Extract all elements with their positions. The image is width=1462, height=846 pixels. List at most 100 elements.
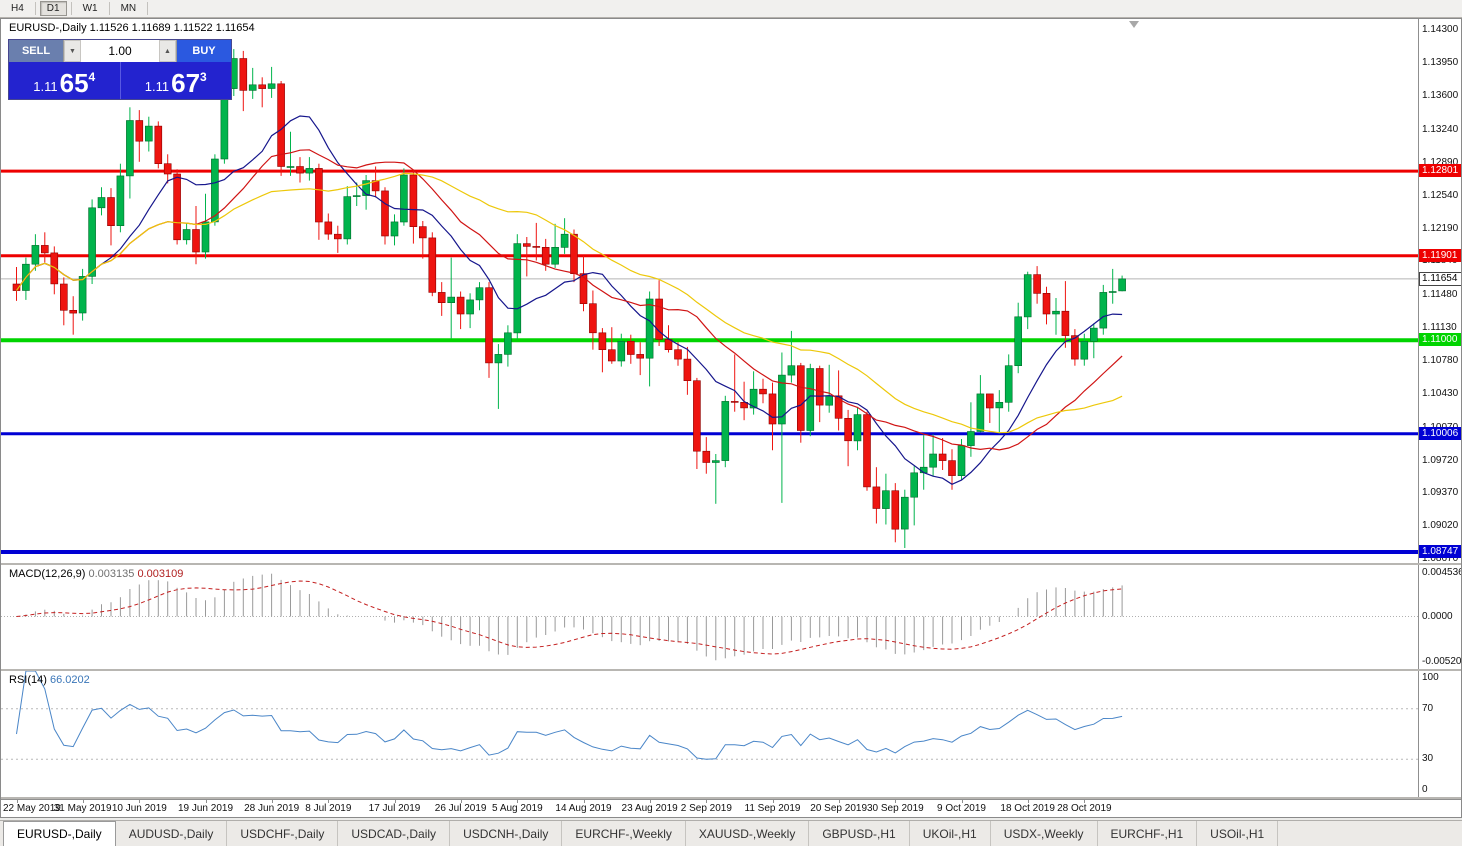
sell-price-big: 65	[59, 68, 89, 98]
toolbar-separator	[108, 2, 110, 15]
toolbar-separator	[147, 2, 149, 15]
price-axis-tick: 1.08670	[1422, 553, 1459, 563]
price-axis-tick: 1.13600	[1422, 90, 1459, 102]
one-click-trade-panel: SELL ▼ 1.00 ▲ BUY 1.11 65 4 1.11 67 3	[8, 39, 232, 100]
macd-axis-tick: -0.005205	[1422, 656, 1461, 667]
candlestick-series	[12, 49, 1126, 548]
time-axis-tick	[895, 800, 897, 803]
level-price-label: 1.11000	[1419, 333, 1461, 347]
date-axis-label: 31 May 2019	[53, 803, 112, 814]
rsi-axis-tick: 100	[1422, 672, 1439, 683]
price-axis-tick: 1.09720	[1422, 454, 1459, 466]
toolbar-separator	[34, 2, 36, 15]
chart-tab-eurusd-daily[interactable]: EURUSD-,Daily	[3, 821, 116, 846]
buy-price-base: 1.11	[144, 79, 170, 94]
rsi-axis-tick: 0	[1422, 784, 1428, 795]
price-axis[interactable]: 1.14300 1.13950 1.13600 1.13240 1.12890 1.125…	[1418, 19, 1461, 563]
chart-tab-usdcad-daily[interactable]: USDCAD-,Daily	[338, 821, 451, 846]
rsi-name: RSI(14)	[9, 674, 47, 686]
price-axis-tick: 1.09020	[1422, 520, 1459, 532]
date-axis-label: 19 Jun 2019	[177, 803, 234, 814]
macd-label: MACD(12,26,9) 0.003135 0.003109	[9, 568, 183, 580]
time-axis-tick	[1027, 800, 1029, 803]
date-axis-label: 11 Sep 2019	[744, 803, 801, 814]
price-axis-tick: 1.13240	[1422, 123, 1459, 135]
price-chart-pane[interactable]: EURUSD-,Daily 1.11526 1.11689 1.11522 1.…	[1, 19, 1418, 563]
chart-shift-marker-icon	[1129, 21, 1139, 28]
price-axis-tick: 1.14300	[1422, 24, 1459, 36]
timeframe-button-d1[interactable]: D1	[39, 1, 67, 16]
buy-button[interactable]: BUY	[177, 40, 231, 62]
date-axis-label: 14 Aug 2019	[555, 803, 612, 814]
time-axis-tick	[517, 800, 519, 803]
timeframe-button-group: H4 D1 W1 MN	[3, 1, 151, 16]
chart-tab-eurchf-h1[interactable]: EURCHF-,H1	[1098, 821, 1198, 846]
time-axis-tick	[460, 800, 462, 803]
volume-decrement-button[interactable]: ▼	[64, 40, 81, 62]
chart-tab-ukoil-h1[interactable]: UKOil-,H1	[910, 821, 991, 846]
date-axis-label: 23 Aug 2019	[621, 803, 678, 814]
pane-separator[interactable]	[1, 669, 1461, 671]
buy-price-display[interactable]: 1.11 67 3	[121, 62, 232, 99]
macd-canvas	[1, 573, 1418, 661]
sell-price-display[interactable]: 1.11 65 4	[9, 62, 121, 99]
timeframe-button-w1[interactable]: W1	[75, 1, 105, 16]
date-axis-label: 5 Aug 2019	[492, 803, 543, 814]
moving-average-line-ma-slow	[16, 172, 1123, 434]
date-axis-label: 10 Jun 2019	[111, 803, 167, 814]
time-axis-tick	[961, 800, 963, 803]
chart-tab-audusd-daily[interactable]: AUDUSD-,Daily	[116, 821, 228, 846]
time-axis-tick	[838, 800, 840, 803]
date-axis-label: 30 Sep 2019	[866, 803, 924, 814]
time-axis-tick	[706, 800, 708, 803]
chart-tab-gbpusd-h1[interactable]: GBPUSD-,H1	[809, 821, 910, 846]
chart-tab-xauusd-weekly[interactable]: XAUUSD-,Weekly	[686, 821, 810, 846]
macd-axis-tick: 0.004536	[1422, 567, 1461, 578]
macd-axis: 0.004536 0.0000 -0.005205	[1418, 565, 1461, 669]
time-axis-tick	[649, 800, 651, 803]
date-axis-label: 2 Sep 2019	[680, 803, 732, 814]
time-axis-tick	[328, 800, 330, 803]
date-axis-label: 20 Sep 2019	[810, 803, 867, 814]
rsi-axis-tick: 30	[1422, 753, 1434, 765]
timeframe-button-mn[interactable]: MN	[113, 1, 144, 16]
pane-separator[interactable]	[1, 797, 1461, 799]
rsi-pane[interactable]: RSI(14) 66.0202	[1, 671, 1418, 797]
timeframe-button-h4[interactable]: H4	[4, 1, 31, 16]
toolbar-separator	[70, 2, 72, 15]
time-axis-tick	[394, 800, 396, 803]
date-axis-label: 22 May 2019	[3, 803, 61, 814]
time-axis-tick	[82, 800, 84, 803]
macd-histogram	[25, 573, 1123, 661]
time-axis-tick	[271, 800, 273, 803]
timeframe-toolbar: H4 D1 W1 MN	[0, 0, 1462, 18]
volume-input[interactable]: 1.00	[108, 44, 132, 58]
chart-title: EURUSD-,Daily 1.11526 1.11689 1.11522 1.…	[9, 22, 255, 34]
macd-pane[interactable]: MACD(12,26,9) 0.003135 0.003109	[1, 565, 1418, 669]
chart-tab-usdx-weekly[interactable]: USDX-,Weekly	[991, 821, 1098, 846]
volume-increment-button[interactable]: ▲	[159, 40, 176, 62]
pane-separator[interactable]	[1, 563, 1461, 565]
date-axis-label: 28 Oct 2019	[1057, 803, 1112, 814]
rsi-value: 66.0202	[49, 674, 90, 686]
price-axis-tick: 1.10430	[1422, 387, 1459, 399]
price-axis-tick: 1.12540	[1422, 189, 1459, 201]
date-axis-label: 28 Jun 2019	[244, 803, 300, 814]
macd-signal-line	[16, 580, 1123, 655]
level-price-label: 1.12801	[1419, 164, 1461, 178]
time-axis[interactable]: 22 May 2019 31 May 2019 10 Jun 2019 19 Jun …	[1, 799, 1461, 817]
date-axis-label: 26 Jul 2019	[434, 803, 487, 814]
chart-tab-usdcnh-daily[interactable]: USDCNH-,Daily	[450, 821, 563, 846]
chart-tab-usdchf-daily[interactable]: USDCHF-,Daily	[227, 821, 339, 846]
sell-button[interactable]: SELL	[9, 40, 63, 62]
chart-tab-usoil-h1[interactable]: USOil-,H1	[1197, 821, 1279, 846]
price-chart-canvas	[1, 49, 1418, 554]
date-axis-label: 8 Jul 2019	[305, 803, 352, 814]
price-axis-tick: 1.12890	[1422, 156, 1459, 168]
chart-window: EURUSD-,Daily 1.11526 1.11689 1.11522 1.…	[0, 18, 1462, 818]
time-axis-tick	[16, 800, 18, 803]
date-axis-label: 18 Oct 2019	[1000, 803, 1055, 814]
chart-tab-eurchf-weekly[interactable]: EURCHF-,Weekly	[562, 821, 686, 846]
price-axis-tick: 1.10780	[1422, 354, 1459, 366]
macd-value-signal: 0.003109	[137, 568, 184, 580]
